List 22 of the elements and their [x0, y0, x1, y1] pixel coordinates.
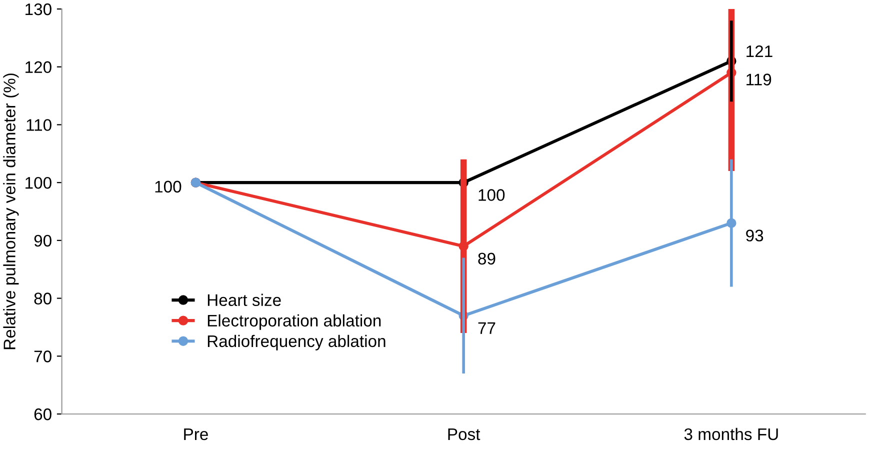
y-tick-label: 60 — [34, 408, 52, 420]
data-label: 77 — [478, 322, 496, 334]
y-axis-title: Relative pulmonary vein diameter (%) — [3, 74, 19, 350]
y-tick-label: 70 — [34, 350, 52, 362]
y-tick-label: 110 — [26, 119, 52, 131]
data-label: 121 — [746, 45, 772, 58]
legend-label: Radiofrequency ablation — [208, 334, 386, 350]
x-tick-label: Pre — [184, 428, 208, 440]
legend-label: Heart size — [208, 294, 281, 306]
data-label: 93 — [746, 230, 764, 242]
x-tick-label: Post — [448, 428, 480, 440]
legend-label: Electroporation ablation — [208, 314, 381, 330]
y-tick-label: 80 — [34, 292, 52, 304]
data-label: 100 — [155, 180, 182, 193]
y-tick-label: 130 — [26, 3, 52, 16]
data-label: 119 — [746, 74, 772, 86]
y-tick-label: 100 — [26, 176, 52, 189]
y-tick-label: 120 — [26, 61, 52, 74]
data-label: 100 — [478, 189, 505, 201]
x-tick-label: 3 months FU — [684, 428, 778, 440]
data-label: 89 — [478, 252, 496, 265]
y-tick-label: 90 — [34, 234, 52, 247]
